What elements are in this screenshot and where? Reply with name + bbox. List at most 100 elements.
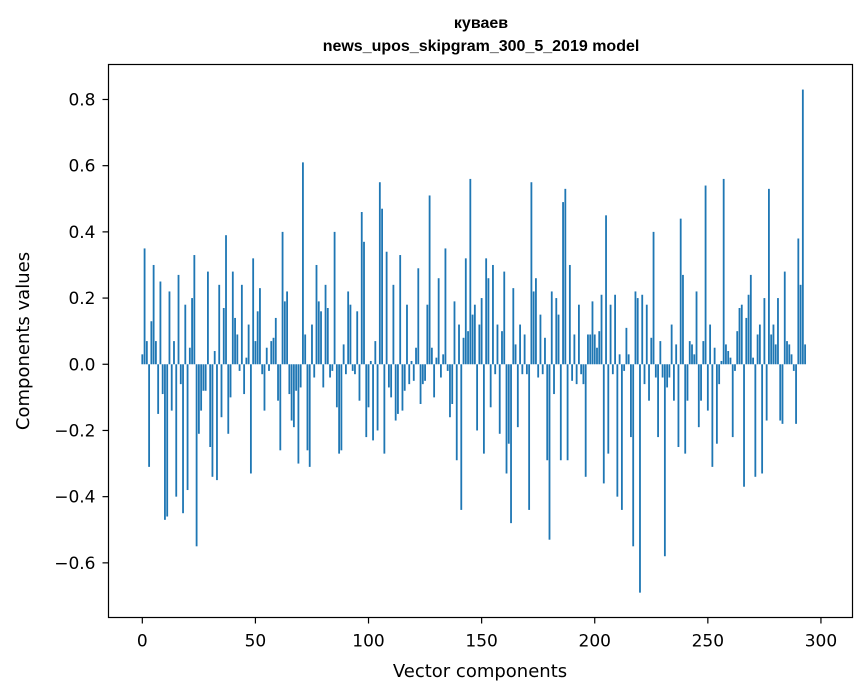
bar — [170, 364, 173, 411]
bar — [349, 304, 352, 365]
bar — [207, 271, 209, 365]
bar — [444, 248, 447, 365]
bar — [419, 364, 422, 404]
bar — [485, 258, 488, 365]
bar — [679, 218, 682, 365]
bar — [795, 364, 797, 424]
bar — [259, 288, 261, 365]
bar — [578, 304, 580, 365]
bar — [627, 354, 630, 365]
bar — [734, 364, 736, 371]
bar — [433, 364, 436, 398]
bar — [234, 317, 236, 365]
bar — [387, 364, 390, 388]
bar — [356, 311, 359, 365]
bar — [191, 298, 193, 365]
bar — [467, 331, 469, 365]
bar — [193, 255, 196, 365]
bar — [480, 298, 483, 365]
bar — [688, 341, 691, 365]
bar — [532, 291, 535, 365]
bar — [786, 341, 788, 365]
bar — [378, 182, 381, 365]
bar — [324, 284, 327, 365]
bar — [684, 364, 687, 454]
bar — [673, 364, 675, 401]
bar — [286, 291, 288, 365]
bar — [770, 334, 773, 365]
bar — [492, 264, 494, 365]
x-tick-label: 0 — [137, 632, 148, 652]
bar — [173, 341, 175, 365]
bar — [351, 364, 354, 371]
bar — [614, 294, 616, 365]
bar — [392, 284, 395, 365]
bar — [715, 364, 718, 444]
bar — [494, 364, 497, 375]
bar — [399, 255, 402, 365]
bar — [157, 364, 160, 414]
bar — [801, 89, 804, 365]
bar — [338, 364, 341, 454]
bar — [752, 357, 754, 365]
bar — [722, 178, 725, 365]
bar — [279, 364, 282, 451]
bar — [605, 215, 607, 365]
bar — [548, 364, 551, 540]
bar — [213, 351, 216, 365]
bar — [263, 364, 266, 411]
bar — [799, 284, 802, 365]
bar — [342, 344, 345, 365]
bar — [247, 324, 250, 365]
bar — [326, 308, 329, 365]
bar — [652, 231, 655, 365]
bar — [403, 364, 406, 391]
bar — [462, 337, 465, 365]
bar — [245, 357, 248, 365]
bar — [593, 334, 596, 365]
bar — [575, 364, 578, 385]
bar — [304, 334, 307, 365]
bar — [179, 364, 182, 385]
bar — [772, 324, 775, 365]
bar — [691, 344, 693, 365]
bar — [243, 364, 246, 395]
bar — [636, 298, 639, 365]
bar — [702, 341, 705, 365]
bar — [792, 364, 795, 371]
bar — [268, 364, 270, 371]
bar — [453, 301, 456, 365]
bar — [747, 294, 750, 365]
bar — [238, 364, 241, 371]
bar — [745, 317, 748, 365]
bars-layer — [141, 89, 807, 593]
bar — [292, 364, 295, 428]
y-tick-label: 0.2 — [68, 289, 95, 309]
bar — [686, 364, 689, 401]
bar — [152, 264, 155, 365]
bar — [394, 364, 397, 421]
bar — [469, 178, 472, 365]
bar — [281, 231, 284, 365]
bar — [322, 364, 325, 388]
bar — [496, 324, 499, 365]
bar — [159, 281, 162, 365]
bar — [598, 331, 601, 365]
y-axis-ticks: −0.6 −0.4 −0.2 0.0 0.2 0.4 0.6 0.8 — [54, 90, 109, 574]
bar — [643, 364, 646, 385]
bar — [417, 268, 420, 365]
bar — [616, 364, 619, 497]
bar — [544, 337, 546, 365]
x-tick-label: 50 — [245, 632, 267, 652]
bar — [505, 364, 508, 474]
bar — [347, 291, 350, 365]
bar — [358, 364, 361, 401]
bar — [141, 354, 144, 365]
bar — [632, 364, 635, 547]
bar — [430, 347, 433, 365]
bar — [553, 364, 555, 395]
bar — [272, 337, 275, 365]
bar — [265, 347, 268, 365]
bar — [437, 278, 440, 365]
